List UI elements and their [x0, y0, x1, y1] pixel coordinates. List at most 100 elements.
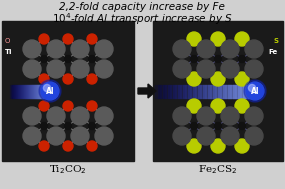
Bar	[16, 84, 18, 98]
Circle shape	[40, 122, 48, 129]
Circle shape	[221, 60, 239, 78]
Bar	[24, 84, 26, 98]
Circle shape	[39, 141, 49, 151]
Circle shape	[197, 107, 215, 125]
Circle shape	[190, 56, 198, 63]
Circle shape	[221, 127, 239, 145]
Circle shape	[245, 40, 263, 58]
Circle shape	[71, 127, 89, 145]
Bar	[28, 84, 30, 98]
Circle shape	[71, 60, 89, 78]
Circle shape	[235, 99, 249, 113]
Bar	[39, 84, 41, 98]
Text: S: S	[273, 38, 278, 44]
Bar	[155, 84, 158, 98]
Circle shape	[63, 101, 73, 111]
Circle shape	[187, 139, 201, 153]
Bar	[165, 84, 168, 98]
Bar	[160, 84, 164, 98]
Bar	[18, 84, 20, 98]
Bar	[213, 84, 216, 98]
Circle shape	[211, 32, 225, 46]
Circle shape	[187, 99, 201, 113]
Bar	[215, 84, 219, 98]
Bar	[42, 84, 44, 98]
Bar	[207, 84, 211, 98]
Bar	[11, 84, 13, 98]
Text: Al: Al	[251, 87, 259, 95]
Bar	[233, 84, 236, 98]
Bar	[25, 84, 27, 98]
Circle shape	[211, 72, 225, 86]
Circle shape	[40, 56, 48, 63]
Bar	[247, 84, 251, 98]
Bar	[158, 84, 161, 98]
Circle shape	[47, 40, 65, 58]
Bar	[195, 84, 198, 98]
Circle shape	[23, 107, 41, 125]
Bar	[23, 84, 25, 98]
Bar	[192, 84, 196, 98]
Bar	[217, 84, 221, 98]
Circle shape	[23, 40, 41, 58]
Bar	[34, 84, 36, 98]
Bar	[43, 84, 45, 98]
Circle shape	[235, 72, 249, 86]
Bar	[172, 84, 176, 98]
Bar	[185, 84, 188, 98]
Bar	[250, 84, 253, 98]
Circle shape	[47, 107, 65, 125]
Bar	[41, 84, 43, 98]
Bar	[198, 84, 201, 98]
Bar	[44, 84, 46, 98]
Circle shape	[64, 56, 72, 63]
Circle shape	[95, 127, 113, 145]
Bar	[180, 84, 184, 98]
Circle shape	[87, 74, 97, 84]
Bar	[14, 84, 16, 98]
Bar	[13, 84, 15, 98]
Text: Ti$_2$CO$_2$: Ti$_2$CO$_2$	[49, 163, 87, 176]
Text: Ti: Ti	[5, 49, 13, 55]
Bar	[223, 84, 226, 98]
Bar	[153, 21, 283, 161]
Circle shape	[245, 60, 263, 78]
Bar	[30, 84, 32, 98]
Bar	[253, 84, 256, 98]
Circle shape	[41, 82, 59, 100]
Bar	[210, 84, 213, 98]
Text: 2,2-fold capacity increase by Fe: 2,2-fold capacity increase by Fe	[59, 2, 225, 12]
Bar	[188, 84, 191, 98]
Bar	[235, 84, 239, 98]
Circle shape	[63, 141, 73, 151]
Circle shape	[89, 122, 95, 129]
Circle shape	[47, 127, 65, 145]
Circle shape	[235, 139, 249, 153]
Bar	[2, 21, 134, 161]
Bar	[27, 84, 29, 98]
Bar	[49, 84, 51, 98]
Circle shape	[47, 60, 65, 78]
Circle shape	[89, 56, 95, 63]
Bar	[205, 84, 209, 98]
Bar	[22, 84, 24, 98]
Bar	[178, 84, 181, 98]
Bar	[32, 84, 34, 98]
Bar	[31, 84, 33, 98]
Bar	[170, 84, 174, 98]
Circle shape	[43, 84, 51, 92]
Bar	[40, 84, 42, 98]
Bar	[21, 84, 23, 98]
Circle shape	[244, 80, 266, 102]
Circle shape	[64, 122, 72, 129]
Circle shape	[173, 127, 191, 145]
Circle shape	[39, 74, 49, 84]
Circle shape	[63, 34, 73, 44]
Bar	[237, 84, 241, 98]
Bar	[245, 84, 249, 98]
Circle shape	[87, 141, 97, 151]
Circle shape	[71, 40, 89, 58]
Bar	[17, 84, 19, 98]
Circle shape	[211, 99, 225, 113]
Bar	[10, 84, 12, 98]
